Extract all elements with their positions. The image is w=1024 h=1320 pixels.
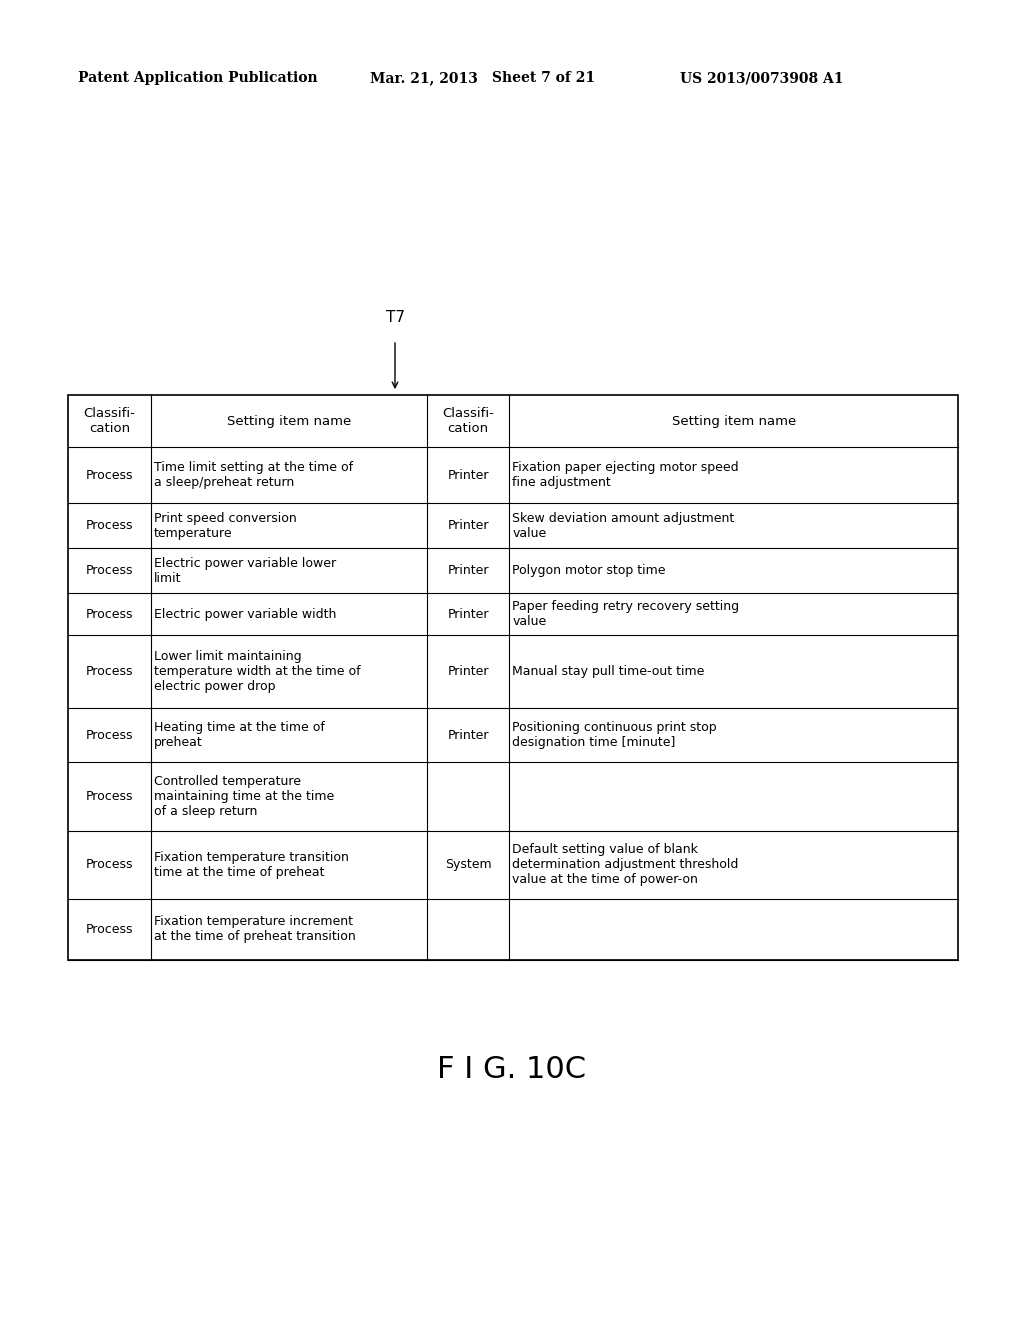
Text: Heating time at the time of
preheat: Heating time at the time of preheat [154,721,325,750]
Text: Printer: Printer [447,607,488,620]
Text: F I G. 10C: F I G. 10C [437,1056,587,1085]
Text: Printer: Printer [447,519,488,532]
Text: Lower limit maintaining
temperature width at the time of
electric power drop: Lower limit maintaining temperature widt… [154,651,360,693]
Text: T7: T7 [385,310,404,325]
Text: Process: Process [86,789,133,803]
Text: Time limit setting at the time of
a sleep/preheat return: Time limit setting at the time of a slee… [154,461,353,490]
Text: Electric power variable width: Electric power variable width [154,607,336,620]
Text: Setting item name: Setting item name [672,414,796,428]
Text: Electric power variable lower
limit: Electric power variable lower limit [154,557,336,585]
Text: Skew deviation amount adjustment
value: Skew deviation amount adjustment value [512,512,734,540]
Text: Process: Process [86,665,133,678]
Text: Process: Process [86,858,133,871]
Text: Mar. 21, 2013: Mar. 21, 2013 [370,71,478,84]
Text: System: System [444,858,492,871]
Text: Process: Process [86,923,133,936]
Bar [68,395,958,960]
Text: Controlled temperature
maintaining time at the time
of a sleep return: Controlled temperature maintaining time … [154,775,334,818]
Text: Sheet 7 of 21: Sheet 7 of 21 [492,71,595,84]
Text: Fixation temperature transition
time at the time of preheat: Fixation temperature transition time at … [154,850,348,879]
Text: Printer: Printer [447,564,488,577]
Text: US 2013/0073908 A1: US 2013/0073908 A1 [680,71,844,84]
Text: Classifi-
cation: Classifi- cation [442,407,494,436]
Text: Process: Process [86,469,133,482]
Text: Patent Application Publication: Patent Application Publication [78,71,317,84]
Text: Printer: Printer [447,665,488,678]
Text: Paper feeding retry recovery setting
value: Paper feeding retry recovery setting val… [512,601,739,628]
Text: Manual stay pull time-out time: Manual stay pull time-out time [512,665,705,678]
Text: Setting item name: Setting item name [226,414,351,428]
Text: Process: Process [86,564,133,577]
Text: Default setting value of blank
determination adjustment threshold
value at the t: Default setting value of blank determina… [512,843,738,886]
Text: Print speed conversion
temperature: Print speed conversion temperature [154,512,297,540]
Text: Fixation temperature increment
at the time of preheat transition: Fixation temperature increment at the ti… [154,915,355,944]
Text: Polygon motor stop time: Polygon motor stop time [512,564,666,577]
Text: Printer: Printer [447,469,488,482]
Text: Process: Process [86,729,133,742]
Text: Printer: Printer [447,729,488,742]
Text: Fixation paper ejecting motor speed
fine adjustment: Fixation paper ejecting motor speed fine… [512,461,739,490]
Text: Process: Process [86,607,133,620]
Text: Process: Process [86,519,133,532]
Text: Positioning continuous print stop
designation time [minute]: Positioning continuous print stop design… [512,721,717,750]
Text: Classifi-
cation: Classifi- cation [83,407,135,436]
